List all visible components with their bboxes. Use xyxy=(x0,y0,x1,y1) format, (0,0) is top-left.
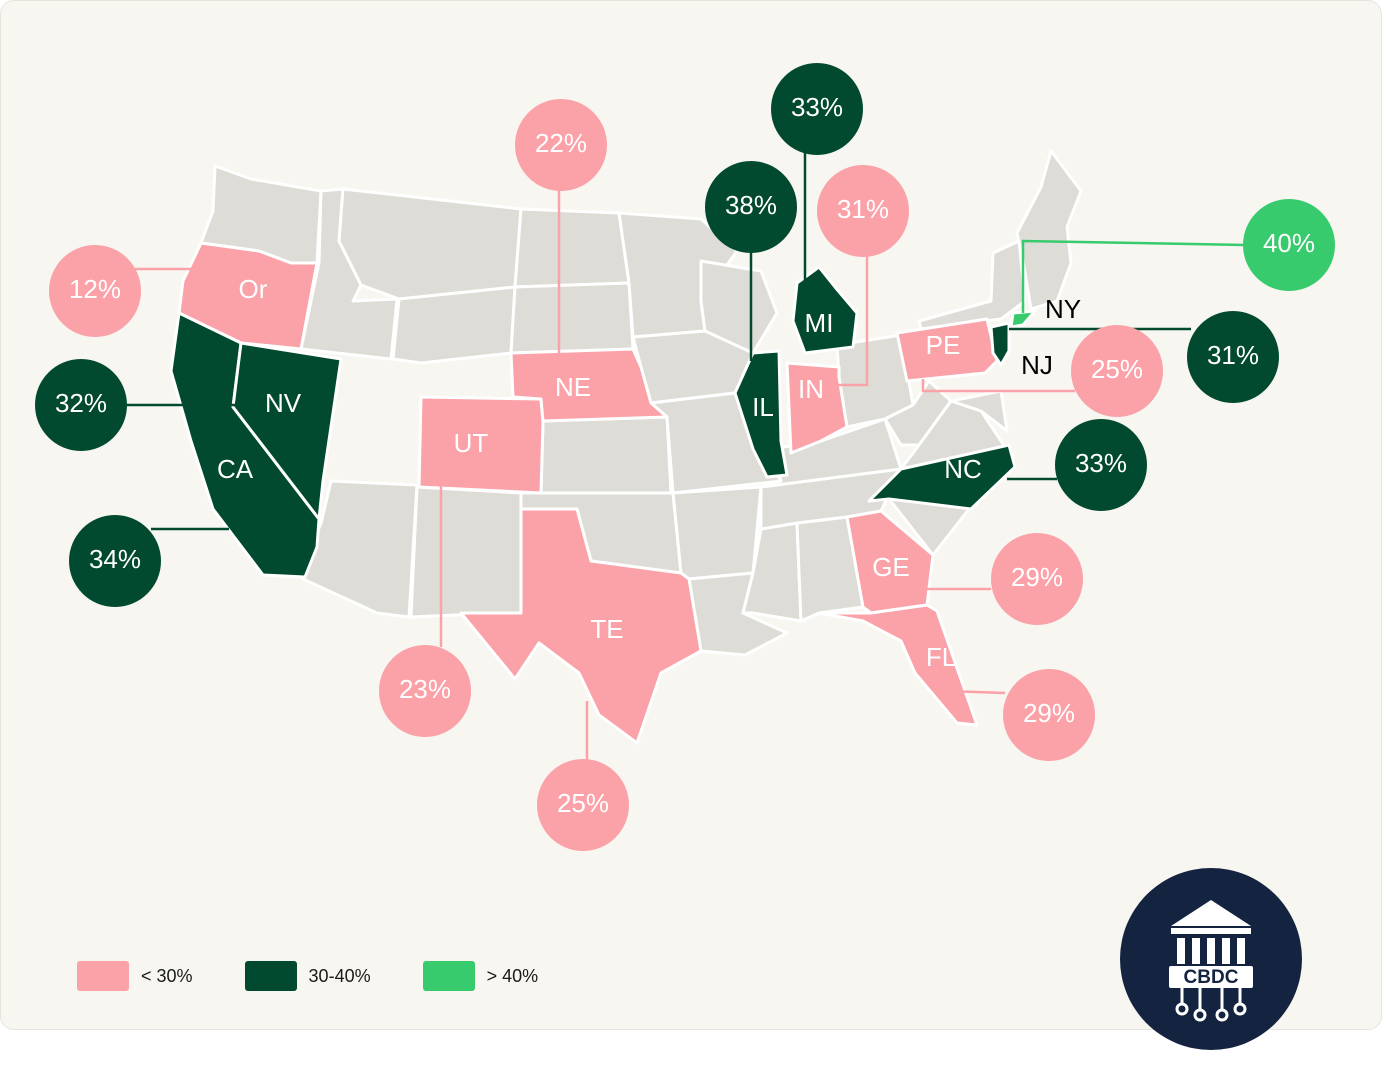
leader-line-pa xyxy=(921,379,1075,393)
legend-item-high: > 40% xyxy=(422,961,539,991)
bubble-value-ca: 34% xyxy=(89,544,141,574)
legend-label-high: > 40% xyxy=(486,965,539,986)
bubble-nc xyxy=(1055,419,1147,511)
bubble-value-nj: 31% xyxy=(1207,340,1259,370)
state-label-pa: PE xyxy=(926,330,961,360)
state-montana xyxy=(337,187,523,301)
leader-line-in xyxy=(835,255,869,387)
state-new-mexico xyxy=(409,485,523,619)
state-in xyxy=(785,361,849,455)
bubble-value-nc: 33% xyxy=(1075,448,1127,478)
bubble-il xyxy=(705,161,797,253)
legend-swatch-high xyxy=(422,961,475,991)
bubble-tx xyxy=(537,759,629,851)
bubble-value-or: 12% xyxy=(69,274,121,304)
legend-swatch-mid xyxy=(244,961,297,991)
us-map: Or CA NV UT NE TE IL MI IN PE NY NJ NC GE FL 12% 34% 32%… xyxy=(35,63,1335,851)
value-bubbles: 12% 34% 32% 23% 22% 25% 38% 33% 31% 25% 40% 31% 33% 2… xyxy=(35,63,1335,851)
bank-building-icon: CBDC xyxy=(1169,900,1253,1022)
state-south-dakota xyxy=(509,281,635,355)
state-pa xyxy=(895,317,999,383)
state-or xyxy=(177,241,319,351)
state-label-ga: GE xyxy=(872,552,910,582)
bubble-ga xyxy=(991,533,1083,625)
state-north-dakota xyxy=(513,207,631,289)
bubble-fl xyxy=(1003,669,1095,761)
bubble-value-ga: 29% xyxy=(1011,562,1063,592)
state-tx xyxy=(459,507,703,745)
state-labels: Or CA NV UT NE TE IL MI IN PE NY NJ NC GE FL xyxy=(217,274,1081,672)
map-card: Or CA NV UT NE TE IL MI IN PE NY NJ NC GE FL 12% 34% 32%… xyxy=(0,0,1382,1030)
bubble-value-in: 31% xyxy=(837,194,889,224)
state-fl xyxy=(817,603,979,727)
logo-text: CBDC xyxy=(1184,967,1239,988)
bubble-or xyxy=(49,245,141,337)
state-label-ny: NY xyxy=(1045,294,1081,324)
state-label-in: IN xyxy=(798,374,824,404)
bubble-value-il: 38% xyxy=(725,190,777,220)
bubble-in xyxy=(817,165,909,257)
bubble-value-ut: 23% xyxy=(399,674,451,704)
state-label-ne: NE xyxy=(555,372,591,402)
bubble-value-ne: 22% xyxy=(535,128,587,158)
state-nj xyxy=(989,321,1011,367)
bubble-value-pa: 25% xyxy=(1091,354,1143,384)
leader-line-ny xyxy=(1021,239,1246,313)
state-label-il: IL xyxy=(752,392,774,422)
bubble-value-nv: 32% xyxy=(55,388,107,418)
bubble-mi xyxy=(771,63,863,155)
bubble-nv xyxy=(35,359,127,451)
bubble-ny xyxy=(1243,199,1335,291)
highlighted-states xyxy=(169,241,1037,745)
state-label-mi: MI xyxy=(805,308,834,338)
legend-item-mid: 30-40% xyxy=(244,961,371,991)
state-maryland xyxy=(949,389,1009,433)
bubble-pa xyxy=(1071,325,1163,417)
bubble-value-ny: 40% xyxy=(1263,228,1315,258)
legend-swatch-low xyxy=(77,961,129,991)
bubble-value-tx: 25% xyxy=(557,788,609,818)
bubble-ut xyxy=(379,645,471,737)
bubble-value-mi: 33% xyxy=(791,92,843,122)
bubble-nj xyxy=(1187,311,1279,403)
state-il xyxy=(733,349,789,479)
legend-label-low: < 30% xyxy=(141,965,193,986)
state-kansas xyxy=(539,415,673,495)
leader-lines xyxy=(121,153,1246,761)
state-ny xyxy=(1009,309,1037,329)
state-label-nj: NJ xyxy=(1021,350,1053,380)
bubble-ca xyxy=(69,515,161,607)
leader-line-fl xyxy=(946,689,1006,695)
base-states xyxy=(199,149,1083,657)
state-mi xyxy=(791,265,859,355)
state-label-or: Or xyxy=(239,274,268,304)
state-nv xyxy=(231,341,343,521)
legend: < 30% 30-40% > 40% xyxy=(77,961,590,991)
state-nc xyxy=(867,443,1017,511)
state-label-tx: TE xyxy=(590,614,623,644)
legend-label-mid: 30-40% xyxy=(308,965,371,986)
cbdc-logo: CBDC xyxy=(1120,868,1302,1050)
state-label-nv: NV xyxy=(265,388,302,418)
state-arkansas xyxy=(671,485,763,581)
legend-item-low: < 30% xyxy=(77,961,193,991)
bubble-ne xyxy=(515,99,607,191)
state-ne xyxy=(509,347,669,423)
state-new-england xyxy=(1015,149,1083,311)
state-label-fl: FL xyxy=(926,642,956,672)
state-new-york-upstate xyxy=(917,239,1027,331)
state-label-ut: UT xyxy=(454,428,489,458)
state-wyoming xyxy=(391,285,517,365)
state-label-ca: CA xyxy=(217,454,254,484)
bubble-value-fl: 29% xyxy=(1023,698,1075,728)
state-label-nc: NC xyxy=(944,454,982,484)
